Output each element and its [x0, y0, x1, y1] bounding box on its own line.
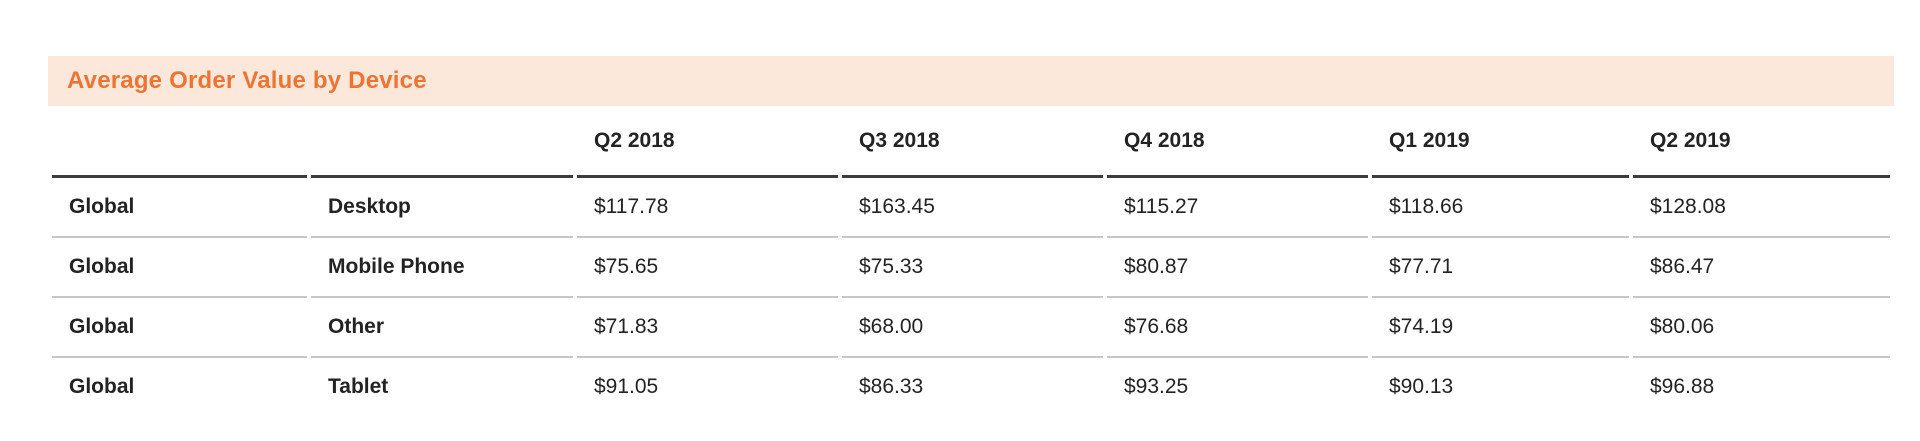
region-cell: Global	[52, 178, 307, 238]
table-title: Average Order Value by Device	[67, 67, 427, 94]
value-cell: $118.66	[1372, 178, 1629, 238]
value-cell: $163.45	[842, 178, 1103, 238]
value-cell: $80.87	[1107, 238, 1368, 298]
value-cell: $86.33	[859, 375, 924, 398]
value-cell: $74.19	[1372, 298, 1629, 358]
table-row-tablet: Global Tablet $91.05 $86.33 $93.25 $90.1…	[52, 358, 1890, 416]
value-cell: $71.83	[577, 298, 838, 358]
device-cell: Other	[311, 298, 573, 358]
device-cell: Mobile Phone	[311, 238, 573, 298]
table-title-band: Average Order Value by Device	[48, 56, 1894, 106]
value-cell: $128.08	[1633, 178, 1890, 238]
value-cell: $91.05	[594, 375, 659, 398]
value-cell: $96.88	[1650, 375, 1715, 398]
region-cell: Global	[52, 238, 307, 298]
value-cell: $86.47	[1633, 238, 1890, 298]
table-row-desktop: Global Desktop $117.78 $163.45 $115.27 $…	[52, 178, 1890, 238]
header-q2-2018: Q2 2018	[577, 106, 838, 178]
value-cell: $93.25	[1124, 375, 1189, 398]
device-cell: Tablet	[328, 375, 389, 398]
table-row-other: Global Other $71.83 $68.00 $76.68 $74.19…	[52, 298, 1890, 358]
table-row-mobile-phone: Global Mobile Phone $75.65 $75.33 $80.87…	[52, 238, 1890, 298]
value-cell: $117.78	[577, 178, 838, 238]
value-cell: $115.27	[1107, 178, 1368, 238]
device-cell: Desktop	[311, 178, 573, 238]
header-region-spacer	[52, 106, 307, 178]
region-cell: Global	[69, 375, 135, 398]
value-cell: $80.06	[1633, 298, 1890, 358]
value-cell: $68.00	[842, 298, 1103, 358]
header-device-spacer	[311, 106, 573, 178]
value-cell: $77.71	[1372, 238, 1629, 298]
value-cell: $90.13	[1389, 375, 1454, 398]
value-cell: $75.65	[577, 238, 838, 298]
header-q4-2018: Q4 2018	[1107, 106, 1368, 178]
value-cell: $76.68	[1107, 298, 1368, 358]
value-cell: $75.33	[842, 238, 1103, 298]
header-q2-2019: Q2 2019	[1633, 106, 1890, 178]
header-row: Q2 2018 Q3 2018 Q4 2018 Q1 2019 Q2 2019	[52, 106, 1890, 178]
header-q3-2018: Q3 2018	[842, 106, 1103, 178]
region-cell: Global	[52, 298, 307, 358]
aov-table: Q2 2018 Q3 2018 Q4 2018 Q1 2019 Q2 2019 …	[48, 106, 1894, 416]
header-q1-2019: Q1 2019	[1372, 106, 1629, 178]
